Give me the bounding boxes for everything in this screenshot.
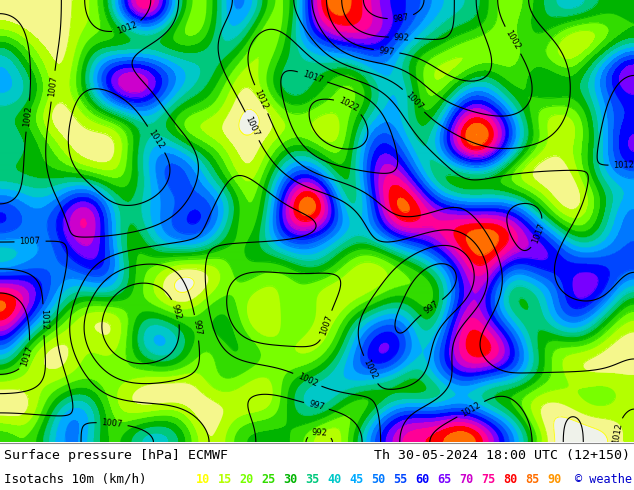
- Text: 1002: 1002: [503, 29, 522, 51]
- Text: 90: 90: [547, 473, 561, 486]
- Text: 1017: 1017: [301, 69, 324, 85]
- Text: 1012: 1012: [613, 160, 634, 170]
- Text: 997: 997: [378, 46, 395, 57]
- Text: 992: 992: [170, 303, 183, 320]
- Text: 35: 35: [306, 473, 320, 486]
- Text: 40: 40: [328, 473, 342, 486]
- Text: 1002: 1002: [361, 358, 379, 381]
- Text: 997: 997: [423, 299, 441, 316]
- Text: 1017: 1017: [20, 344, 35, 367]
- Text: Th 30-05-2024 18:00 UTC (12+150): Th 30-05-2024 18:00 UTC (12+150): [374, 449, 630, 462]
- Text: 30: 30: [283, 473, 298, 486]
- Text: Surface pressure [hPa] ECMWF: Surface pressure [hPa] ECMWF: [4, 449, 228, 462]
- Text: 1017: 1017: [531, 222, 547, 245]
- Text: 1002: 1002: [22, 105, 34, 127]
- Text: 45: 45: [349, 473, 364, 486]
- Text: 50: 50: [372, 473, 385, 486]
- FancyBboxPatch shape: [0, 442, 634, 490]
- Text: 75: 75: [481, 473, 495, 486]
- Text: 25: 25: [262, 473, 276, 486]
- Text: 85: 85: [525, 473, 539, 486]
- Text: 70: 70: [459, 473, 474, 486]
- Text: 1012: 1012: [460, 400, 482, 418]
- Text: 992: 992: [311, 428, 328, 438]
- Text: 1012: 1012: [253, 88, 269, 111]
- Text: 1007: 1007: [101, 418, 123, 429]
- Text: 1012: 1012: [116, 20, 139, 36]
- Text: 1007: 1007: [20, 237, 41, 246]
- Text: 997: 997: [191, 319, 202, 336]
- Text: 1007: 1007: [319, 314, 334, 337]
- Text: 1002: 1002: [296, 371, 319, 389]
- Text: 1007: 1007: [48, 75, 59, 97]
- Text: 60: 60: [415, 473, 429, 486]
- Text: 992: 992: [394, 33, 410, 43]
- Text: 997: 997: [307, 399, 325, 412]
- Text: 20: 20: [240, 473, 254, 486]
- Text: 55: 55: [393, 473, 408, 486]
- Text: 1012: 1012: [611, 422, 624, 444]
- Text: 1007: 1007: [243, 115, 261, 138]
- Text: 1012: 1012: [146, 128, 166, 151]
- Text: 987: 987: [392, 12, 409, 24]
- Text: Isotachs 10m (km/h): Isotachs 10m (km/h): [4, 473, 146, 486]
- Text: 10: 10: [196, 473, 210, 486]
- Text: 65: 65: [437, 473, 451, 486]
- Text: 80: 80: [503, 473, 517, 486]
- Text: 1012: 1012: [39, 309, 48, 330]
- Text: 15: 15: [218, 473, 232, 486]
- Text: 1022: 1022: [337, 96, 360, 114]
- Text: © weatheronline.co.uk: © weatheronline.co.uk: [575, 473, 634, 486]
- Text: 1007: 1007: [403, 90, 424, 111]
